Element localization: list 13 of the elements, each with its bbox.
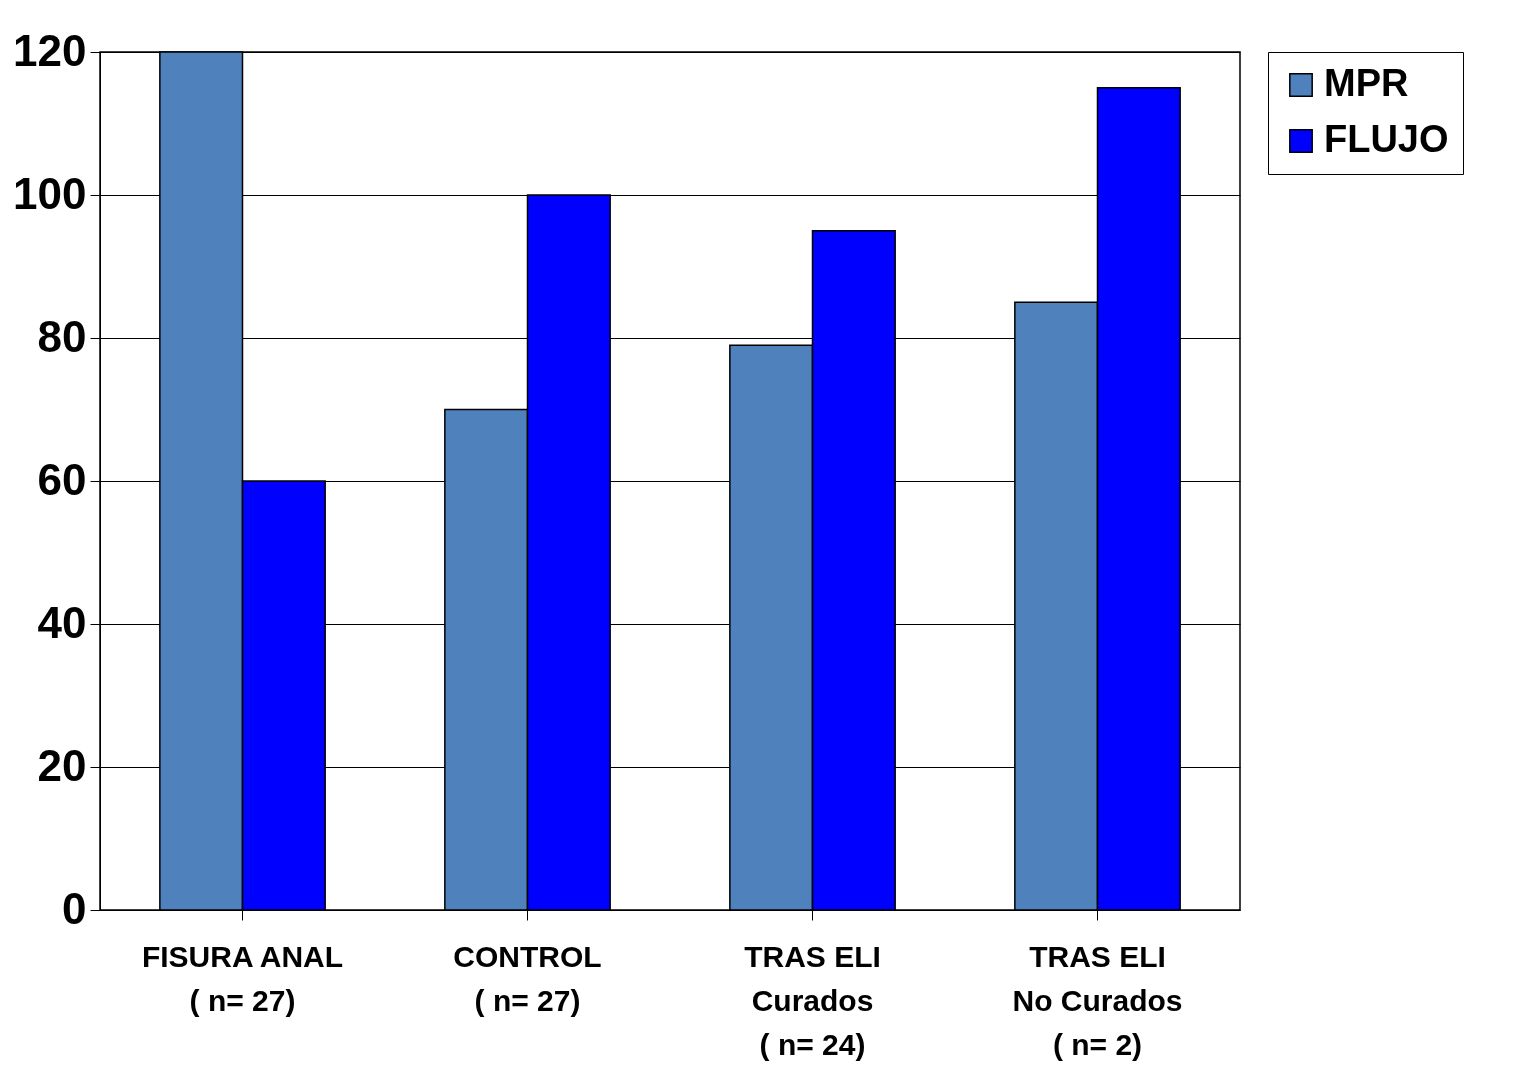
legend-label: FLUJO: [1324, 118, 1449, 160]
x-tick-label: TRAS ELI Curados ( n= 24): [744, 939, 881, 1061]
y-tick-label: 100: [13, 168, 87, 218]
legend-label: MPR: [1324, 62, 1409, 104]
y-tick-label: 20: [37, 740, 87, 790]
y-tick-label: 40: [37, 597, 87, 647]
y-tick-label: 0: [62, 883, 87, 933]
x-tick-label: CONTROL ( n= 27): [453, 939, 602, 1017]
x-tick-label: TRAS ELI No Curados ( n= 2): [1012, 939, 1183, 1061]
x-tick-label: FISURA ANAL ( n= 27): [141, 939, 344, 1017]
y-tick-label: 60: [37, 454, 87, 504]
y-tick-label: 120: [13, 25, 87, 75]
y-tick-label: 80: [37, 311, 87, 361]
